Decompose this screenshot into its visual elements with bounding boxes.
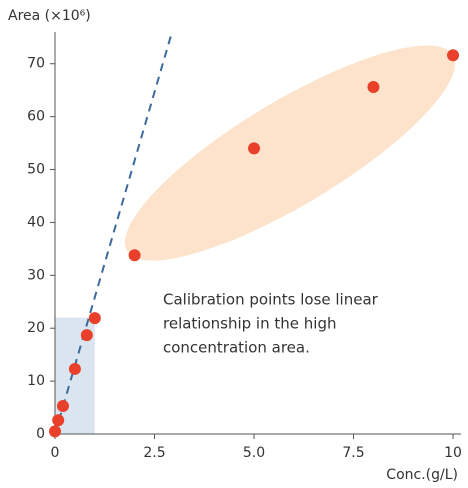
data-point xyxy=(49,425,61,438)
y-tick-label: 10 xyxy=(27,373,45,389)
annotation: concentration area. xyxy=(163,339,310,357)
data-point xyxy=(447,49,460,62)
data-point xyxy=(88,312,101,325)
y-tick-label: 30 xyxy=(27,267,45,283)
x-tick-label: 2.5 xyxy=(143,445,165,461)
data-point xyxy=(68,362,81,375)
data-point xyxy=(80,329,93,342)
x-axis-label: Conc.(g/L) xyxy=(386,467,458,483)
data-point xyxy=(248,142,261,155)
annotation: Calibration points lose linear xyxy=(163,291,379,309)
x-tick-label: 10 xyxy=(444,445,462,461)
y-tick-label: 60 xyxy=(27,109,45,125)
data-point xyxy=(128,249,141,262)
x-tick-label: 5.0 xyxy=(243,445,265,461)
x-tick-label: 7.5 xyxy=(342,445,364,461)
annotation: relationship in the high xyxy=(163,315,336,333)
y-tick-label: 0 xyxy=(36,426,45,442)
y-axis-label: Area (×10⁶) xyxy=(8,8,91,24)
y-tick-label: 70 xyxy=(27,56,45,72)
x-tick-label: 0 xyxy=(51,445,60,461)
highlight-ellipse xyxy=(124,45,456,261)
data-point xyxy=(52,414,65,427)
data-point xyxy=(56,399,69,412)
y-tick-label: 20 xyxy=(27,320,45,336)
data-point xyxy=(367,81,380,94)
y-tick-label: 50 xyxy=(27,162,45,178)
y-tick-label: 40 xyxy=(27,214,45,230)
